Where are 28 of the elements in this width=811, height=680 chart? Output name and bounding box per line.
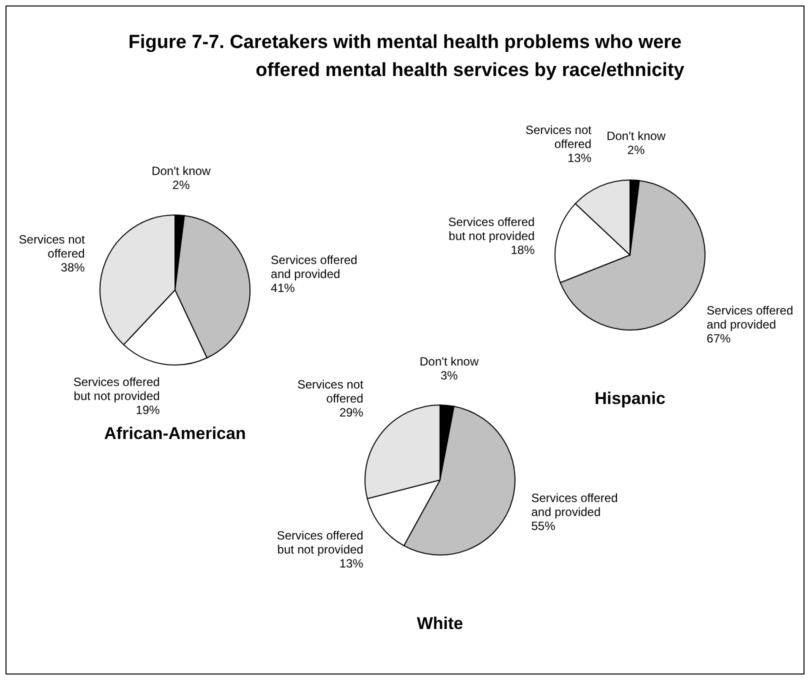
slice-label: Services offered and provided bbox=[531, 490, 618, 519]
slice-label: Services offered but not provided bbox=[276, 528, 364, 556]
data-label: 29% bbox=[339, 406, 364, 420]
text: Figure 7-7. Caretakers with mental health problems who were offered mental health services by race/ethnicity bbox=[128, 32, 685, 81]
data-label: 13% bbox=[567, 150, 592, 165]
text: African-American bbox=[104, 424, 246, 443]
data-label: 18% bbox=[510, 242, 536, 257]
slice-label: Don't know bbox=[420, 354, 479, 368]
slice-label: Services offered but not provided bbox=[448, 214, 535, 243]
slice-label: Services offered but not provided bbox=[73, 374, 160, 403]
slice-label: Don't know bbox=[152, 164, 211, 178]
data-label: 2% bbox=[172, 178, 190, 192]
data-label: 19% bbox=[136, 402, 160, 417]
slice-label: Services not offered bbox=[297, 378, 364, 406]
data-label: 38% bbox=[60, 260, 86, 274]
slice-label: Services not offered bbox=[525, 122, 592, 151]
data-label: 2% bbox=[627, 143, 646, 158]
text: Hispanic bbox=[594, 389, 666, 408]
slice-label: Services offered and provided bbox=[270, 252, 358, 281]
slice-label: Services not offered bbox=[18, 232, 86, 260]
data-label: 41% bbox=[270, 280, 296, 295]
text: White bbox=[416, 614, 464, 633]
data-label: 3% bbox=[440, 368, 458, 382]
data-label: 13% bbox=[339, 556, 364, 570]
slice-label: Services offered and provided bbox=[706, 303, 794, 332]
slice-label: Don't know bbox=[606, 129, 666, 144]
data-label: 55% bbox=[531, 518, 556, 533]
data-label: 67% bbox=[706, 331, 731, 346]
